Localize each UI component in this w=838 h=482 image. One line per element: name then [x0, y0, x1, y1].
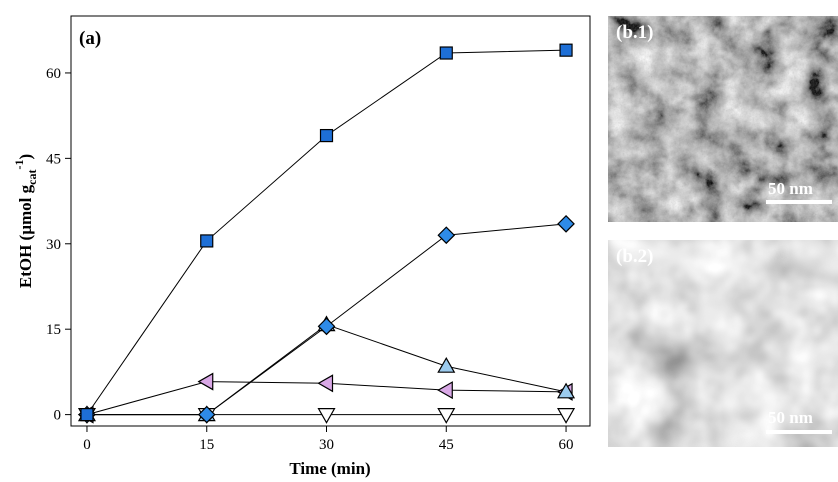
data-point-diamond: [197, 405, 216, 424]
sem-label-b2: (b.2): [616, 246, 654, 267]
data-point-diamond: [317, 317, 336, 336]
data-point-square: [559, 43, 573, 57]
data-point-triangle-left: [197, 372, 214, 391]
data-point-square: [200, 234, 214, 248]
scale-text-b1: 50 nm: [768, 179, 813, 198]
data-point-diamond: [557, 214, 575, 233]
series-line-triangle-up: [86, 324, 567, 416]
sem-texture-b1: [608, 16, 838, 222]
data-point-triangle-down: [557, 408, 576, 424]
y-tick-label: 15: [46, 322, 61, 338]
sem-texture-b2: [608, 240, 838, 447]
y-tick-label: 45: [46, 151, 61, 167]
data-point-triangle-left: [317, 374, 334, 393]
y-tick-label: 60: [46, 66, 61, 82]
scale-bar-b1: [766, 200, 832, 204]
y-tick-label: 0: [54, 408, 62, 424]
y-axis-title-sub: cat: [25, 170, 39, 185]
data-point-triangle-left: [437, 381, 453, 400]
sem-image-b2: (b.2) 50 nm: [608, 240, 838, 447]
data-point-triangle-up: [557, 382, 576, 399]
x-tick-label: 60: [559, 437, 574, 453]
data-point-triangle-up: [437, 356, 456, 373]
y-axis-title-close: ): [16, 154, 35, 160]
panel-label-a: (a): [79, 28, 101, 49]
data-point-square: [319, 128, 334, 143]
y-tick-label: 30: [46, 237, 61, 253]
data-point-triangle-down: [437, 408, 456, 424]
sem-label-b1: (b.1): [616, 22, 654, 43]
x-axis-title: Time (min): [289, 459, 370, 478]
series-lines: [86, 49, 567, 416]
x-ticks: 0 15 30 45 60: [83, 426, 574, 453]
data-point-diamond: [437, 226, 456, 245]
scale-text-b2: 50 nm: [768, 408, 813, 427]
sem-image-b1: (b.1) 50 nm: [608, 16, 838, 222]
y-ticks: 0 15 30 45 60: [46, 66, 71, 424]
x-tick-label: 0: [83, 437, 91, 453]
y-axis-title-main: EtOH (µmol g: [16, 184, 35, 288]
data-point-triangle-down: [317, 408, 336, 424]
y-axis-title-sup: -1: [12, 160, 26, 170]
data-point-square: [439, 46, 453, 60]
x-tick-label: 45: [439, 437, 454, 453]
series-points: [77, 43, 576, 424]
x-tick-label: 15: [199, 437, 214, 453]
scale-bar-b2: [766, 430, 832, 434]
x-tick-label: 30: [319, 437, 334, 453]
y-axis-title: EtOH (µmol gcat-1): [12, 154, 39, 288]
etoh-chart: 0 15 30 45 60 0 15 30 45 60 (a) Time (min) EtOH …: [12, 15, 591, 478]
plot-frame: [70, 15, 591, 427]
data-point-square: [80, 408, 94, 422]
series-line-square: [86, 49, 567, 415]
